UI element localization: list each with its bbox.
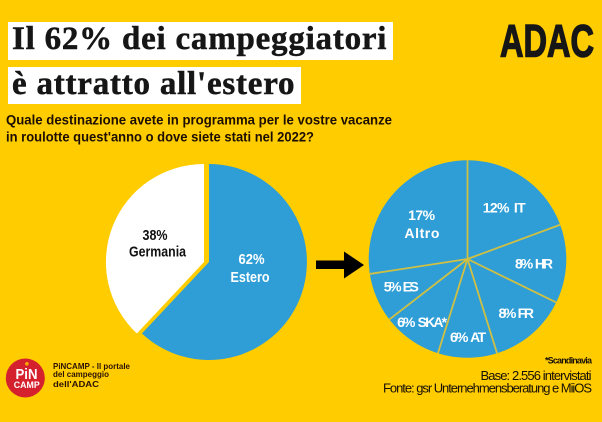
svg-text:12% IT: 12% IT bbox=[483, 200, 526, 216]
svg-text:Altro: Altro bbox=[404, 225, 439, 241]
svg-text:*Scandinavia: *Scandinavia bbox=[545, 356, 593, 366]
svg-text:5% ES: 5% ES bbox=[384, 279, 419, 295]
svg-text:38%: 38% bbox=[143, 227, 168, 244]
svg-text:dell'ADAC: dell'ADAC bbox=[53, 379, 99, 389]
svg-text:Estero: Estero bbox=[231, 269, 270, 286]
svg-text:del campeggio: del campeggio bbox=[53, 369, 109, 379]
svg-text:Fonte: gsr Unternehmensberatun: Fonte: gsr Unternehmensberatung e MiiOS bbox=[383, 381, 592, 396]
svg-text:PiNCAMP - Il portale: PiNCAMP - Il portale bbox=[53, 361, 130, 371]
svg-text:17%: 17% bbox=[408, 207, 436, 223]
svg-text:in roulotte quest'anno o dove: in roulotte quest'anno o dove siete stat… bbox=[6, 130, 314, 145]
svg-text:8% HR: 8% HR bbox=[515, 256, 553, 272]
svg-text:62%: 62% bbox=[239, 251, 265, 268]
svg-text:6% AT: 6% AT bbox=[450, 329, 486, 345]
svg-text:Germania: Germania bbox=[129, 244, 187, 261]
svg-text:Base: 2.556 intervistati: Base: 2.556 intervistati bbox=[481, 368, 592, 383]
svg-text:ADAC: ADAC bbox=[500, 16, 594, 67]
svg-text:6% SKA*: 6% SKA* bbox=[397, 314, 448, 330]
svg-text:PiN: PiN bbox=[16, 366, 38, 383]
svg-text:8% FR: 8% FR bbox=[498, 305, 534, 321]
svg-text:CAMP: CAMP bbox=[14, 380, 41, 391]
svg-text:Quale destinazione avete in pr: Quale destinazione avete in programma pe… bbox=[6, 113, 392, 128]
